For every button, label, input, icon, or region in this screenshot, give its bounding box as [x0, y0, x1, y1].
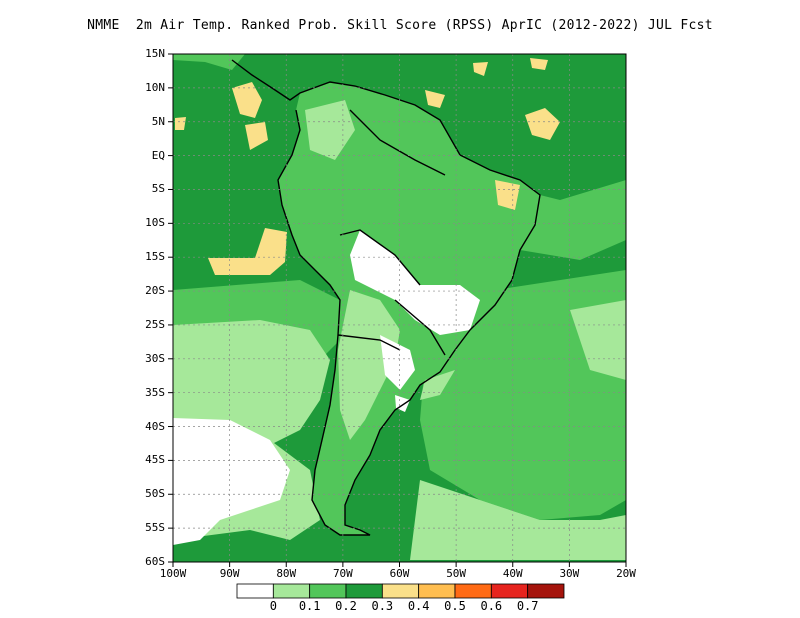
no-skill-region — [173, 230, 480, 545]
colorbar-swatch — [272, 583, 311, 599]
colorbar-swatch — [454, 583, 492, 599]
lat-label: 15N — [145, 47, 165, 60]
lon-label: 80W — [276, 567, 297, 580]
grid-lines — [173, 54, 626, 562]
lat-label: 20S — [145, 284, 165, 298]
lat-label: 10S — [145, 216, 165, 230]
lat-label: 15S — [145, 250, 165, 264]
lon-label: 100W — [159, 567, 187, 580]
colorbar-label: 0.3 — [371, 599, 394, 613]
lat-label: 35S — [145, 385, 165, 399]
lon-label: 70W — [332, 567, 353, 580]
colorbar-swatch — [345, 583, 383, 599]
lon-label: 30W — [559, 567, 580, 580]
lon-label: 40W — [502, 567, 523, 580]
lat-label: 5N — [151, 114, 165, 128]
coastline — [231, 59, 541, 536]
lon-label: 50W — [446, 567, 467, 580]
lat-label: 45S — [145, 453, 165, 467]
colorbar-label: 0.4 — [407, 599, 430, 613]
lat-label: 10N — [145, 80, 165, 94]
lon-label: 60W — [389, 567, 410, 580]
lat-label: 40S — [145, 419, 165, 433]
colorbar-label: 0.2 — [335, 599, 357, 613]
colorbar-swatch — [381, 583, 420, 599]
lat-label: 60S — [145, 555, 165, 568]
lat-label: 55S — [145, 521, 165, 535]
colorbar — [236, 583, 565, 599]
colorbar-label: 0.1 — [298, 599, 321, 613]
lon-label: 20W — [616, 567, 636, 580]
colorbar-swatch — [309, 583, 347, 599]
lat-label: 25S — [145, 317, 165, 331]
map-title: NMME 2m Air Temp. Ranked Prob. Skill Sco… — [87, 18, 713, 33]
colorbar-swatch — [527, 583, 565, 599]
colorbar-label: 0.5 — [444, 599, 466, 613]
colorbar-swatch — [418, 583, 456, 599]
interior-low-skill-region — [305, 100, 455, 440]
colorbar-swatch — [236, 583, 274, 599]
lat-label: 30S — [145, 351, 165, 365]
lat-label: EQ — [151, 148, 165, 162]
lat-label: 50S — [145, 487, 165, 501]
colorbar-label: 0.6 — [480, 599, 503, 613]
moderate-skill-region — [173, 54, 626, 520]
colorbar-swatch — [490, 583, 529, 599]
lon-label: 90W — [219, 567, 240, 580]
colorbar-label: 0.7 — [516, 599, 539, 613]
lat-label: 5S — [151, 182, 165, 196]
axis-ticks — [168, 53, 627, 567]
colorbar-label: 0 — [269, 599, 277, 613]
